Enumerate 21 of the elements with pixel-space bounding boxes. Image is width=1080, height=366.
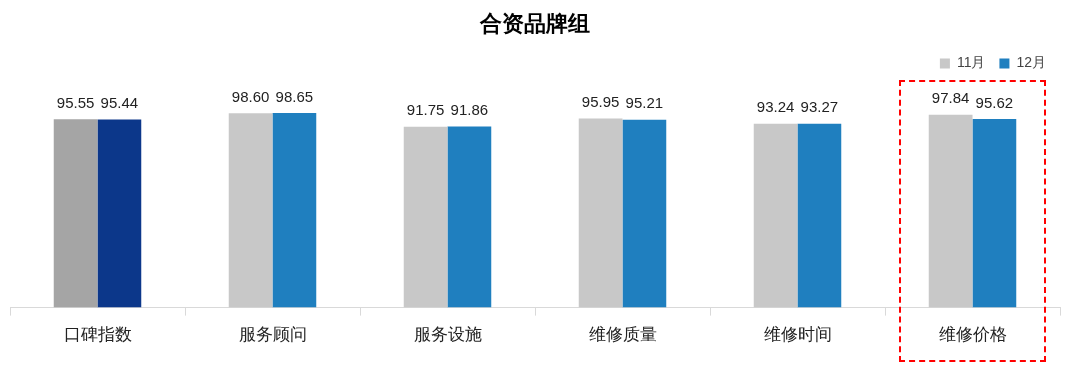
chart-title: 合资品牌组 (479, 10, 590, 36)
x-tick-label: 维修质量 (588, 325, 657, 345)
legend-label: 12月 (1016, 54, 1047, 71)
data-label: 95.44 (100, 94, 139, 112)
data-label: 95.95 (581, 93, 620, 111)
data-label: 95.21 (625, 94, 664, 112)
x-tick-label: 维修时间 (763, 325, 832, 345)
x-tick-label: 服务顾问 (238, 325, 307, 345)
data-label: 95.62 (975, 93, 1014, 111)
data-label: 93.27 (800, 98, 839, 116)
x-tick-label: 口碑指数 (63, 325, 132, 345)
data-label: 98.60 (231, 87, 270, 105)
data-label: 91.75 (406, 101, 445, 119)
data-label: 93.24 (756, 98, 795, 116)
data-label: 98.65 (275, 87, 314, 105)
data-label: 95.55 (56, 93, 95, 111)
x-tick-label: 维修价格 (938, 325, 1007, 345)
data-label: 97.84 (931, 89, 970, 107)
data-label: 91.86 (450, 101, 489, 119)
x-tick-label: 服务设施 (413, 325, 482, 345)
legend-label: 11月 (956, 54, 986, 71)
